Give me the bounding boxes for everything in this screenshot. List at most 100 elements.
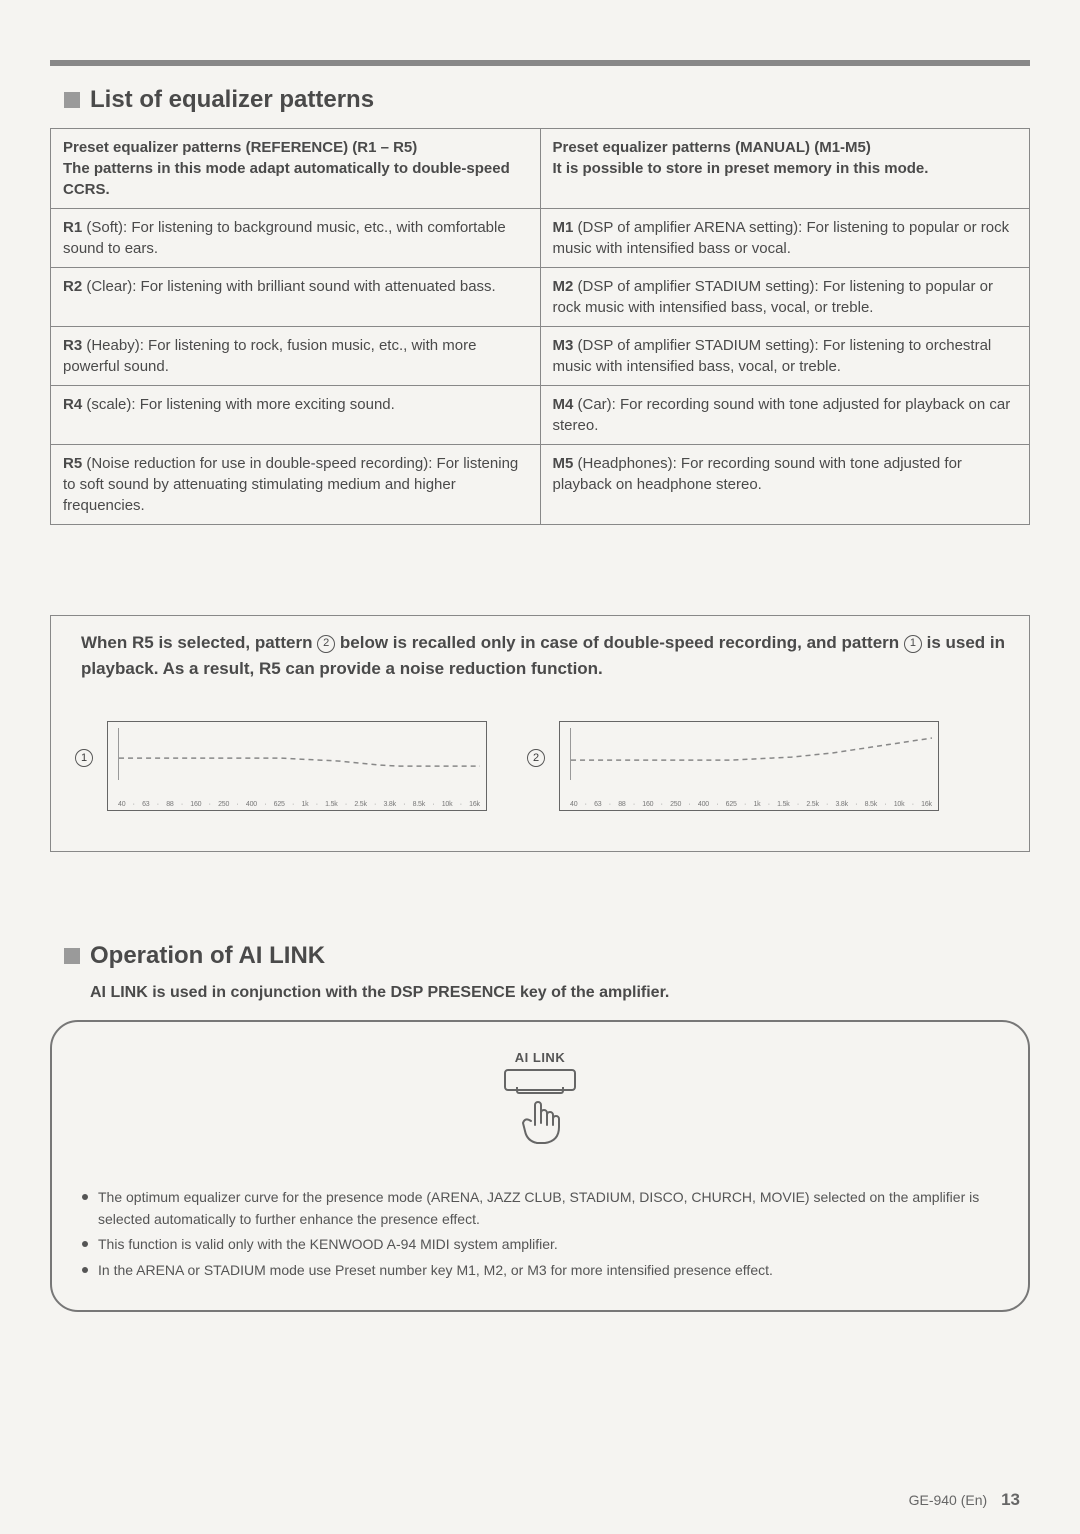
freq-tick: 400 <box>246 801 257 808</box>
eq-ticks-2: 40·63·88·160·250·400·625·1k·1.5k·2.5k·3.… <box>570 801 932 808</box>
ai-link-button-illustration: AI LINK <box>480 1050 600 1147</box>
ai-link-button-label: AI LINK <box>480 1050 600 1065</box>
chart-1-label-icon: 1 <box>75 749 93 767</box>
ai-link-section: Operation of AI LINK AI LINK is used in … <box>50 942 1030 1312</box>
freq-tick: · <box>912 801 914 808</box>
equalizer-patterns-table: Preset equalizer patterns (REFERENCE) (R… <box>50 128 1030 525</box>
footer-model: GE-940 (En) <box>909 1492 988 1508</box>
table-row: R5 (Noise reduction for use in double-sp… <box>51 445 1030 525</box>
ai-bullet-list: The optimum equalizer curve for the pres… <box>82 1187 998 1282</box>
freq-tick: 250 <box>670 801 681 808</box>
freq-tick: 625 <box>274 801 285 808</box>
ai-section-title: Operation of AI LINK <box>90 942 325 970</box>
freq-tick: 400 <box>698 801 709 808</box>
freq-tick: 3.8k <box>383 801 395 808</box>
cell-left: R5 (Noise reduction for use in double-sp… <box>51 445 541 525</box>
freq-tick: 88 <box>618 801 625 808</box>
freq-tick: 16k <box>469 801 480 808</box>
freq-tick: 63 <box>594 801 601 808</box>
freq-tick: 88 <box>166 801 173 808</box>
freq-tick: · <box>768 801 770 808</box>
circled-2-icon: 2 <box>317 635 335 653</box>
bullet-item: This function is valid only with the KEN… <box>82 1234 998 1256</box>
cell-right: M2 (DSP of amplifier STADIUM setting): F… <box>540 268 1030 327</box>
freq-tick: · <box>688 801 690 808</box>
cell-right: M3 (DSP of amplifier STADIUM setting): F… <box>540 327 1030 386</box>
freq-tick: · <box>826 801 828 808</box>
freq-tick: · <box>432 801 434 808</box>
freq-tick: · <box>181 801 183 808</box>
cell-right: M1 (DSP of amplifier ARENA setting): For… <box>540 209 1030 268</box>
freq-tick: 3.8k <box>835 801 847 808</box>
freq-tick: · <box>884 801 886 808</box>
table-row: R2 (Clear): For listening with brilliant… <box>51 268 1030 327</box>
section-header-eq: List of equalizer patterns <box>64 86 1030 114</box>
page-footer: GE-940 (En) 13 <box>909 1490 1020 1510</box>
cell-left: R4 (scale): For listening with more exci… <box>51 386 541 445</box>
eq-curve-2 <box>571 728 932 780</box>
cell-left: R3 (Heaby): For listening to rock, fusio… <box>51 327 541 386</box>
ai-subtitle: AI LINK is used in conjunction with the … <box>90 984 1030 1002</box>
freq-tick: 160 <box>190 801 201 808</box>
hand-press-icon <box>515 1097 565 1147</box>
table-row: R4 (scale): For listening with more exci… <box>51 386 1030 445</box>
freq-tick: · <box>292 801 294 808</box>
r5-note-text: When R5 is selected, pattern 2 below is … <box>75 630 1005 681</box>
freq-tick: · <box>797 801 799 808</box>
freq-tick: · <box>345 801 347 808</box>
freq-tick: · <box>716 801 718 808</box>
footer-page-number: 13 <box>1001 1490 1020 1509</box>
freq-tick: · <box>236 801 238 808</box>
freq-tick: 10k <box>442 801 453 808</box>
freq-tick: · <box>316 801 318 808</box>
r5-text-a: When R5 is selected, pattern <box>81 633 317 652</box>
freq-tick: 16k <box>921 801 932 808</box>
r5-note-panel: When R5 is selected, pattern 2 below is … <box>50 615 1030 852</box>
freq-tick: 250 <box>218 801 229 808</box>
bullet-item: In the ARENA or STADIUM mode use Preset … <box>82 1260 998 1282</box>
eq-chart-1: 40 · 63 · 88 · 160 · 250 · 400 · 625 · 1k · 1.5k · 2.5k · 3.… <box>107 721 487 811</box>
freq-tick: · <box>374 801 376 808</box>
table-row: R1 (Soft): For listening to background m… <box>51 209 1030 268</box>
freq-tick: 2.5k <box>354 801 366 808</box>
freq-tick: 8.5k <box>865 801 877 808</box>
freq-tick: 10k <box>894 801 905 808</box>
bullet-item: The optimum equalizer curve for the pres… <box>82 1187 998 1230</box>
freq-tick: 40 <box>118 801 125 808</box>
cell-right: M5 (Headphones): For recording sound wit… <box>540 445 1030 525</box>
freq-tick: · <box>157 801 159 808</box>
circled-1-icon: 1 <box>904 635 922 653</box>
freq-tick: · <box>585 801 587 808</box>
freq-tick: · <box>209 801 211 808</box>
freq-tick: 1.5k <box>325 801 337 808</box>
top-divider <box>50 60 1030 66</box>
table-header-row: Preset equalizer patterns (REFERENCE) (R… <box>51 129 1030 209</box>
freq-tick: · <box>661 801 663 808</box>
freq-tick: · <box>133 801 135 808</box>
cell-left: R1 (Soft): For listening to background m… <box>51 209 541 268</box>
freq-tick: 625 <box>726 801 737 808</box>
square-bullet-icon <box>64 92 80 108</box>
freq-tick: · <box>609 801 611 808</box>
freq-tick: 1k <box>301 801 308 808</box>
eq-charts-row: 1 40 · 63 · 88 · 160 · 250 · 400 · 625 · 1k · 1.5k · 2.5k ·… <box>75 721 1005 811</box>
chart-1-wrap: 1 40 · 63 · 88 · 160 · 250 · 400 · 625 · 1k · 1.5k · 2.5k ·… <box>75 721 487 811</box>
freq-tick: · <box>460 801 462 808</box>
ai-link-key-icon <box>504 1069 576 1091</box>
freq-tick: 63 <box>142 801 149 808</box>
eq-chart-2: 40·63·88·160·250·400·625·1k·1.5k·2.5k·3.… <box>559 721 939 811</box>
r5-text-b: below is recalled only in case of double… <box>335 633 904 652</box>
chart-2-wrap: 2 40·63·88·160·250·400·625·1k·1.5k·2.5k·… <box>527 721 939 811</box>
freq-tick: · <box>264 801 266 808</box>
eq-curve-1 <box>119 728 480 780</box>
header-right: Preset equalizer patterns (MANUAL) (M1-M… <box>540 129 1030 209</box>
freq-tick: · <box>744 801 746 808</box>
freq-tick: 2.5k <box>806 801 818 808</box>
ai-link-panel: AI LINK The optimum equalizer curve for … <box>50 1020 1030 1312</box>
freq-tick: · <box>403 801 405 808</box>
freq-tick: 40 <box>570 801 577 808</box>
freq-tick: 160 <box>642 801 653 808</box>
section-title: List of equalizer patterns <box>90 86 374 114</box>
chart-2-label-icon: 2 <box>527 749 545 767</box>
cell-right: M4 (Car): For recording sound with tone … <box>540 386 1030 445</box>
